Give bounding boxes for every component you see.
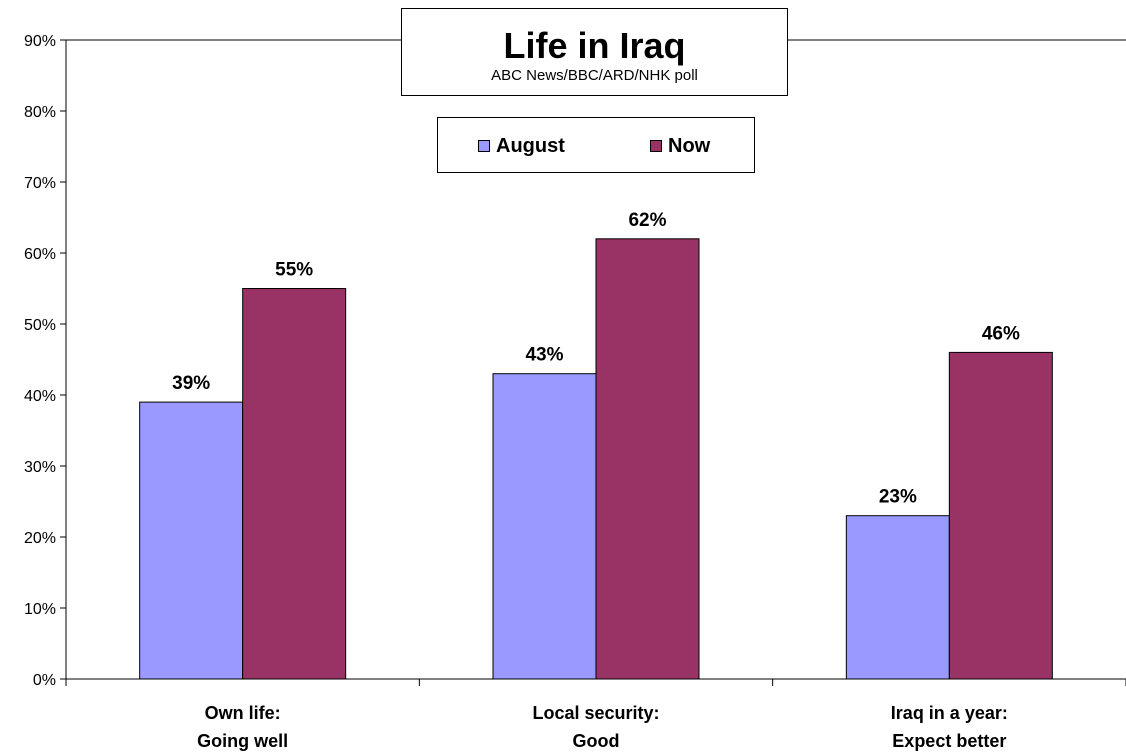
category-label-0: Going well xyxy=(197,731,288,751)
category-label-0: Own life: xyxy=(205,703,281,723)
y-tick-label: 50% xyxy=(24,317,56,334)
y-tick-label: 80% xyxy=(24,104,56,121)
y-tick-label: 0% xyxy=(33,672,56,689)
y-tick-label: 30% xyxy=(24,459,56,476)
legend-swatch-august xyxy=(478,140,490,152)
data-label-august-2: 23% xyxy=(879,487,917,508)
chart-title-box: Life in Iraq ABC News/BBC/ARD/NHK poll xyxy=(401,8,788,96)
bar-august-2 xyxy=(845,515,950,680)
y-tick-label: 20% xyxy=(24,530,56,547)
y-tick-label: 70% xyxy=(24,175,56,192)
legend-swatch-now xyxy=(650,140,662,152)
category-label-1: Good xyxy=(573,731,620,751)
data-label-now-0: 55% xyxy=(275,260,313,281)
category-labels: Own life: Going well Local security: Good Ir… xyxy=(197,703,1008,751)
y-tick-label: 40% xyxy=(24,388,56,405)
data-label-now-2: 46% xyxy=(982,323,1020,344)
x-axis xyxy=(65,679,1126,686)
y-tick-label: 90% xyxy=(24,33,56,50)
bar-now-2 xyxy=(948,351,1053,680)
bar-now-1 xyxy=(595,238,700,680)
chart-subtitle: ABC News/BBC/ARD/NHK poll xyxy=(491,67,698,84)
legend-item-now: Now xyxy=(650,135,710,157)
legend-label-now: Now xyxy=(668,135,711,157)
data-labels: 39% 55% 43% 62% 23% 46% xyxy=(172,210,1020,508)
legend-item-august: August xyxy=(478,135,565,157)
bar-august-1 xyxy=(492,373,597,680)
data-label-august-0: 39% xyxy=(172,373,210,394)
bar-august-0 xyxy=(139,401,244,680)
legend: August Now xyxy=(437,117,755,173)
data-label-august-1: 43% xyxy=(525,345,563,366)
bars xyxy=(139,238,1053,680)
y-axis: 0% 10% 20% 30% 40% 50% 60% 70% 80% 90% xyxy=(24,33,66,689)
bar-now-0 xyxy=(242,288,347,680)
y-tick-label: 10% xyxy=(24,601,56,618)
legend-label-august: August xyxy=(496,135,565,157)
data-label-now-1: 62% xyxy=(628,210,666,231)
category-label-2: Expect better xyxy=(892,731,1006,751)
category-label-1: Local security: xyxy=(532,703,659,723)
y-tick-label: 60% xyxy=(24,246,56,263)
chart-title: Life in Iraq xyxy=(503,25,686,66)
category-label-2: Iraq in a year: xyxy=(891,703,1008,723)
